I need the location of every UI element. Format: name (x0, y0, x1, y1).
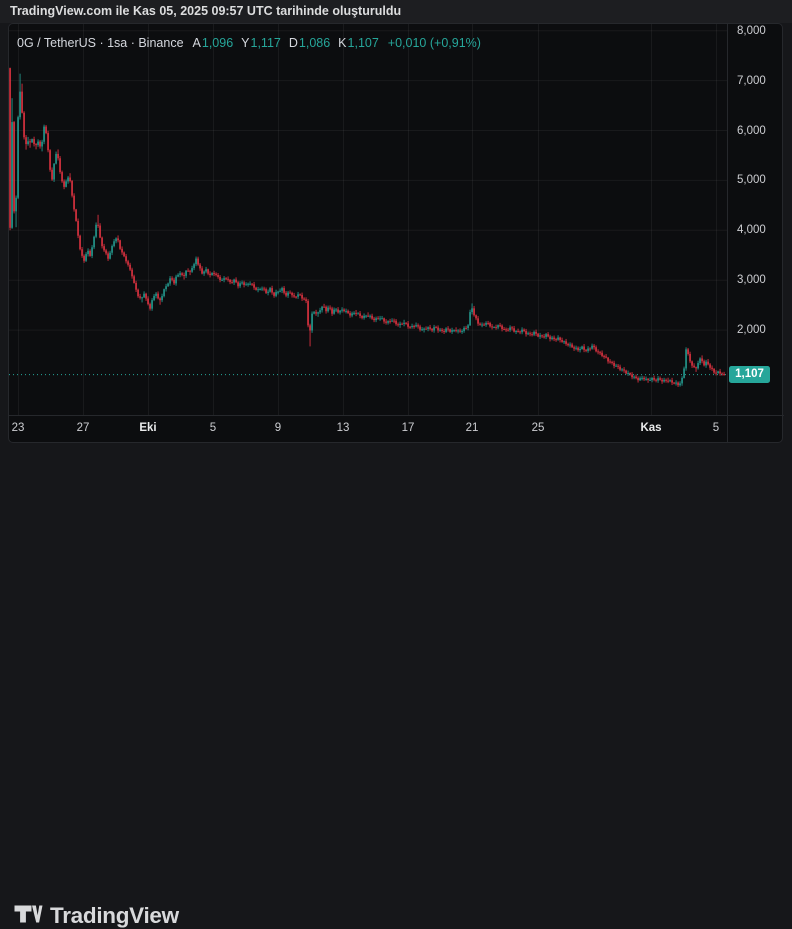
footer-bar: TradingView (0, 444, 792, 928)
ohlc-item: K 1,107 (338, 36, 379, 50)
ohlc-value: 1,107 (347, 36, 379, 50)
ohlc-label: Y (241, 36, 250, 50)
attribution-bar: TradingView.com ile Kas 05, 2025 09:57 U… (0, 0, 792, 23)
ohlc-item: A 1,096 (193, 36, 234, 50)
price-axis-label: 7,000 (737, 74, 766, 87)
price-axis-label: 2,000 (737, 324, 766, 337)
time-axis-label: 25 (531, 422, 545, 434)
time-axis-label: 23 (11, 422, 25, 434)
time-axis-label: 5 (712, 422, 720, 434)
tradingview-logo[interactable]: TradingView (14, 903, 179, 929)
attribution-text: TradingView.com ile Kas 05, 2025 09:57 U… (10, 4, 402, 18)
time-axis-label: 27 (76, 422, 90, 434)
tradingview-logo-icon (14, 905, 43, 923)
symbol-header: 0G / TetherUS · 1sa · Binance A 1,096 Y 1,1… (17, 36, 481, 50)
time-axis-label: Eki (139, 422, 157, 434)
ohlc-label: K (338, 36, 347, 50)
ohlc-item: D 1,086 (289, 36, 330, 50)
ohlc-values: A 1,096 Y 1,117 D 1,086 K 1,107 (193, 36, 379, 50)
symbol-title[interactable]: 0G / TetherUS · 1sa · Binance (17, 36, 184, 50)
ohlc-value: 1,096 (201, 36, 234, 50)
ohlc-label: A (192, 36, 201, 50)
price-axis-label: 5,000 (737, 174, 766, 187)
last-price-badge: 1,107 (729, 366, 770, 384)
time-axis-label: 13 (336, 422, 350, 434)
time-axis-label: Kas (640, 422, 662, 434)
tradingview-logo-text: TradingView (50, 903, 179, 928)
time-axis-label: 17 (401, 422, 415, 434)
ohlc-value: 1,117 (250, 36, 281, 50)
chart-panel (8, 23, 783, 443)
ohlc-value: 1,086 (298, 36, 331, 50)
time-axis-label: 21 (465, 422, 479, 434)
ohlc-label: D (288, 36, 298, 50)
ohlc-item: Y 1,117 (241, 36, 281, 50)
price-axis-label: 6,000 (737, 124, 766, 137)
price-axis-label: 8,000 (737, 24, 766, 37)
time-axis-label: 5 (209, 422, 217, 434)
time-axis-label: 9 (274, 422, 282, 434)
price-axis-label: 4,000 (737, 224, 766, 237)
price-change: +0,010 (+0,91%) (387, 36, 481, 50)
price-axis-label: 3,000 (737, 274, 766, 287)
